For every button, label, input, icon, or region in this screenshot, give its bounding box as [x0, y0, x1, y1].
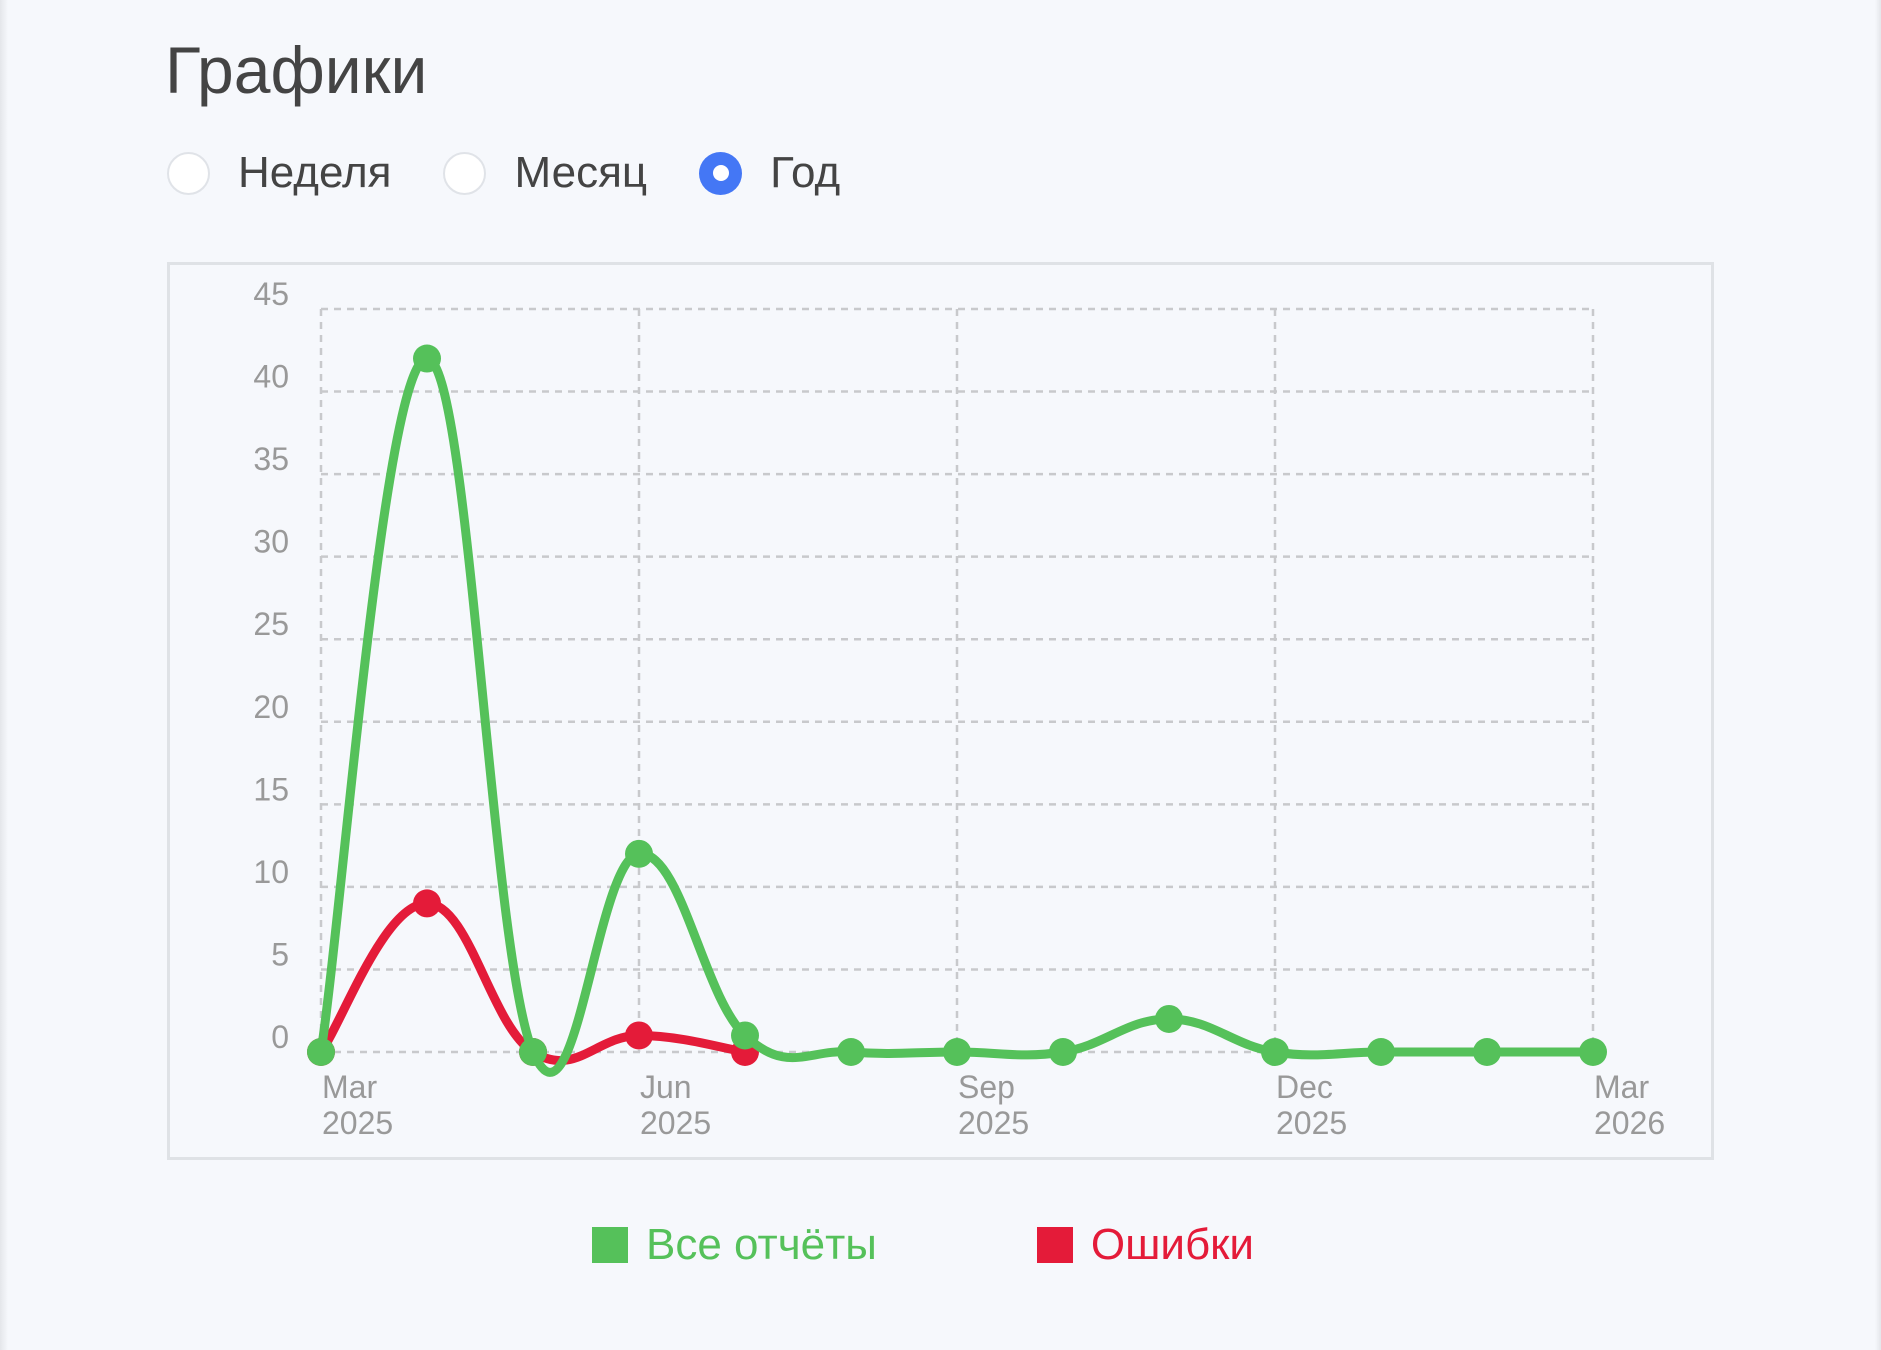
x-axis-tick-label-month: Mar [322, 1069, 377, 1105]
data-point[interactable] [519, 1038, 547, 1066]
radio-option-year[interactable]: Год [699, 148, 840, 198]
x-axis-tick-label-month: Mar [1594, 1069, 1649, 1105]
data-point[interactable] [1579, 1038, 1607, 1066]
chart-series [307, 344, 1607, 1077]
data-point[interactable] [1367, 1038, 1395, 1066]
data-point[interactable] [837, 1038, 865, 1066]
y-axis-tick-label: 20 [253, 689, 289, 725]
x-axis-tick-label-year: 2025 [1276, 1105, 1347, 1141]
x-axis-tick-label-month: Jun [640, 1069, 692, 1105]
page-edge-shadow-right [1875, 0, 1881, 1350]
radio-button-year[interactable] [699, 151, 743, 195]
legend-swatch-all-reports [592, 1227, 628, 1263]
y-axis-tick-label: 0 [271, 1019, 289, 1055]
radio-button-week[interactable] [167, 151, 210, 195]
period-selector: Неделя Месяц Год [167, 148, 892, 198]
radio-button-month[interactable] [443, 151, 487, 195]
legend-swatch-errors [1036, 1227, 1073, 1263]
y-axis-labels: 0 5 10 15 20 25 30 35 40 45 [253, 276, 289, 1055]
data-point[interactable] [413, 344, 441, 373]
x-axis-tick-label-year: 2026 [1594, 1105, 1665, 1141]
x-axis-tick-label-month: Dec [1276, 1069, 1333, 1105]
radio-label-month: Месяц [514, 148, 648, 197]
series-all-reports [307, 344, 1607, 1077]
legend-label-all-reports: Все отчёты [646, 1220, 877, 1269]
page-title: Графики [165, 33, 428, 107]
data-point[interactable] [1049, 1038, 1077, 1066]
data-point[interactable] [731, 1021, 759, 1050]
data-point[interactable] [1473, 1038, 1501, 1066]
series-line [316, 898, 750, 1066]
x-axis-tick-label-year: 2025 [640, 1105, 711, 1141]
data-point[interactable] [943, 1038, 971, 1066]
y-axis-tick-label: 35 [253, 441, 289, 477]
legend-item-errors[interactable]: Ошибки [1036, 1220, 1255, 1270]
page-edge-shadow-left [0, 0, 8, 1350]
radio-option-week[interactable]: Неделя [167, 148, 391, 198]
radio-label-year: Год [770, 148, 841, 197]
chart-frame [167, 262, 1714, 1160]
y-axis-tick-label: 40 [253, 359, 289, 395]
data-point[interactable] [625, 839, 653, 868]
data-point[interactable] [1261, 1038, 1289, 1066]
y-axis-tick-label: 30 [253, 524, 289, 560]
y-axis-tick-label: 25 [253, 606, 289, 642]
radio-option-month[interactable]: Месяц [443, 148, 647, 198]
y-axis-tick-label: 45 [253, 276, 289, 312]
legend-label-errors: Ошибки [1090, 1220, 1255, 1269]
y-axis-tick-label: 5 [271, 936, 289, 972]
data-point[interactable] [413, 889, 441, 918]
chart-legend: Все отчёты Ошибки [592, 1220, 1414, 1270]
y-axis-tick-label: 15 [253, 771, 289, 807]
data-point[interactable] [625, 1021, 653, 1050]
y-axis-tick-label: 10 [253, 854, 289, 890]
x-axis-tick-label-year: 2025 [322, 1105, 393, 1141]
legend-item-all-reports[interactable]: Все отчёты [592, 1220, 877, 1270]
radio-label-week: Неделя [238, 148, 392, 197]
x-axis-tick-label-month: Sep [958, 1069, 1015, 1105]
x-axis-tick-label-year: 2025 [958, 1105, 1029, 1141]
data-point[interactable] [307, 1038, 335, 1066]
data-point[interactable] [1155, 1004, 1183, 1033]
